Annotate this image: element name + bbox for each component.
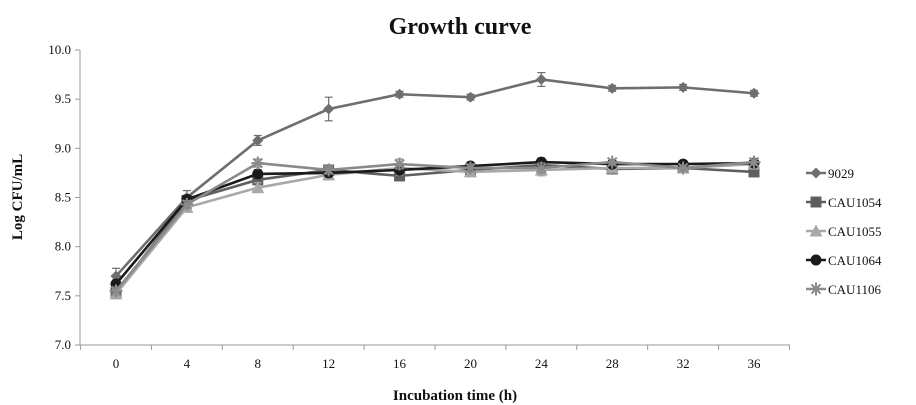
series-line-9029 <box>115 78 755 278</box>
data-point-9029 <box>535 74 547 85</box>
data-point-cau1054 <box>748 166 760 178</box>
legend-label: CAU1106 <box>828 282 881 297</box>
x-tick-label: 20 <box>464 356 477 371</box>
y-tick-label: 9.0 <box>55 140 71 155</box>
legend-item-9029: 9029 <box>806 166 854 181</box>
x-tick-label: 8 <box>255 356 262 371</box>
series-cau1106 <box>109 155 761 298</box>
data-point-cau1106 <box>463 161 477 175</box>
x-tick-label: 36 <box>748 356 762 371</box>
data-point-cau1054 <box>394 170 406 182</box>
x-axis-title: Incubation time (h) <box>393 388 517 404</box>
data-point-cau1106 <box>605 155 619 169</box>
legend-item-cau1054: CAU1054 <box>806 195 882 210</box>
data-point-9029 <box>323 103 335 115</box>
y-tick-label: 8.5 <box>55 190 71 205</box>
plot-area: 7.0 7.5 8.0 8.5 9.0 9.5 10.0 0 4 8 12 16 20 24 28 32 36 <box>48 42 790 371</box>
legend: 9029 CAU1054 CAU1055 CAU1064 CAU1106 <box>806 166 882 297</box>
data-point-9029 <box>394 88 406 100</box>
y-tick-label: 7.5 <box>55 288 71 303</box>
y-tick-label: 10.0 <box>48 42 71 57</box>
series-cau1064 <box>110 156 760 290</box>
legend-label: 9029 <box>828 166 854 181</box>
x-tick-label: 32 <box>677 356 690 371</box>
legend-label: CAU1054 <box>828 195 882 210</box>
x-tick-label: 12 <box>322 356 335 371</box>
legend-swatch-marker <box>810 196 822 208</box>
legend-label: CAU1055 <box>828 224 881 239</box>
series-line-cau1054 <box>114 163 755 294</box>
data-point-9029 <box>252 134 264 146</box>
legend-swatch-marker <box>810 254 822 266</box>
data-point-cau1106 <box>251 156 265 170</box>
y-tick-label: 8.0 <box>55 239 71 254</box>
legend-swatch-marker <box>810 167 822 179</box>
legend-label: CAU1064 <box>828 253 882 268</box>
y-axis-title: Log CFU/mL <box>10 154 26 240</box>
data-point-cau1054 <box>252 174 264 186</box>
y-tick-label: 7.0 <box>55 337 71 352</box>
data-point-cau1106 <box>534 161 548 175</box>
chart-title: Growth curve <box>389 14 532 40</box>
x-tick-label: 4 <box>184 356 191 371</box>
data-point-9029 <box>606 82 618 94</box>
series-line-cau1064 <box>115 160 755 285</box>
data-point-cau1106 <box>676 161 690 175</box>
legend-item-cau1106: CAU1106 <box>806 282 881 297</box>
data-point-cau1106 <box>747 155 761 169</box>
data-point-cau1064 <box>252 168 264 180</box>
data-point-cau1106 <box>322 163 336 177</box>
data-point-9029 <box>677 81 689 93</box>
data-point-cau1106 <box>109 284 123 298</box>
legend-item-cau1055: CAU1055 <box>806 224 881 239</box>
x-tick-label: 0 <box>113 356 120 371</box>
legend-swatch-marker <box>809 224 823 237</box>
x-tick-label: 28 <box>606 356 619 371</box>
series-line-cau1106 <box>114 160 755 292</box>
data-point-9029 <box>464 91 476 103</box>
data-point-cau1106 <box>393 157 407 171</box>
x-tick-label: 24 <box>535 356 549 371</box>
y-tick-label: 9.5 <box>55 91 71 106</box>
data-point-cau1106 <box>180 197 194 211</box>
series-9029 <box>110 72 760 285</box>
x-tick-label: 16 <box>393 356 407 371</box>
series-cau1055 <box>109 157 761 300</box>
data-point-9029 <box>748 87 760 99</box>
data-point-cau1055 <box>251 181 265 194</box>
series-line-cau1055 <box>114 162 755 295</box>
legend-item-cau1064: CAU1064 <box>806 253 882 268</box>
legend-swatch-marker <box>809 282 823 296</box>
